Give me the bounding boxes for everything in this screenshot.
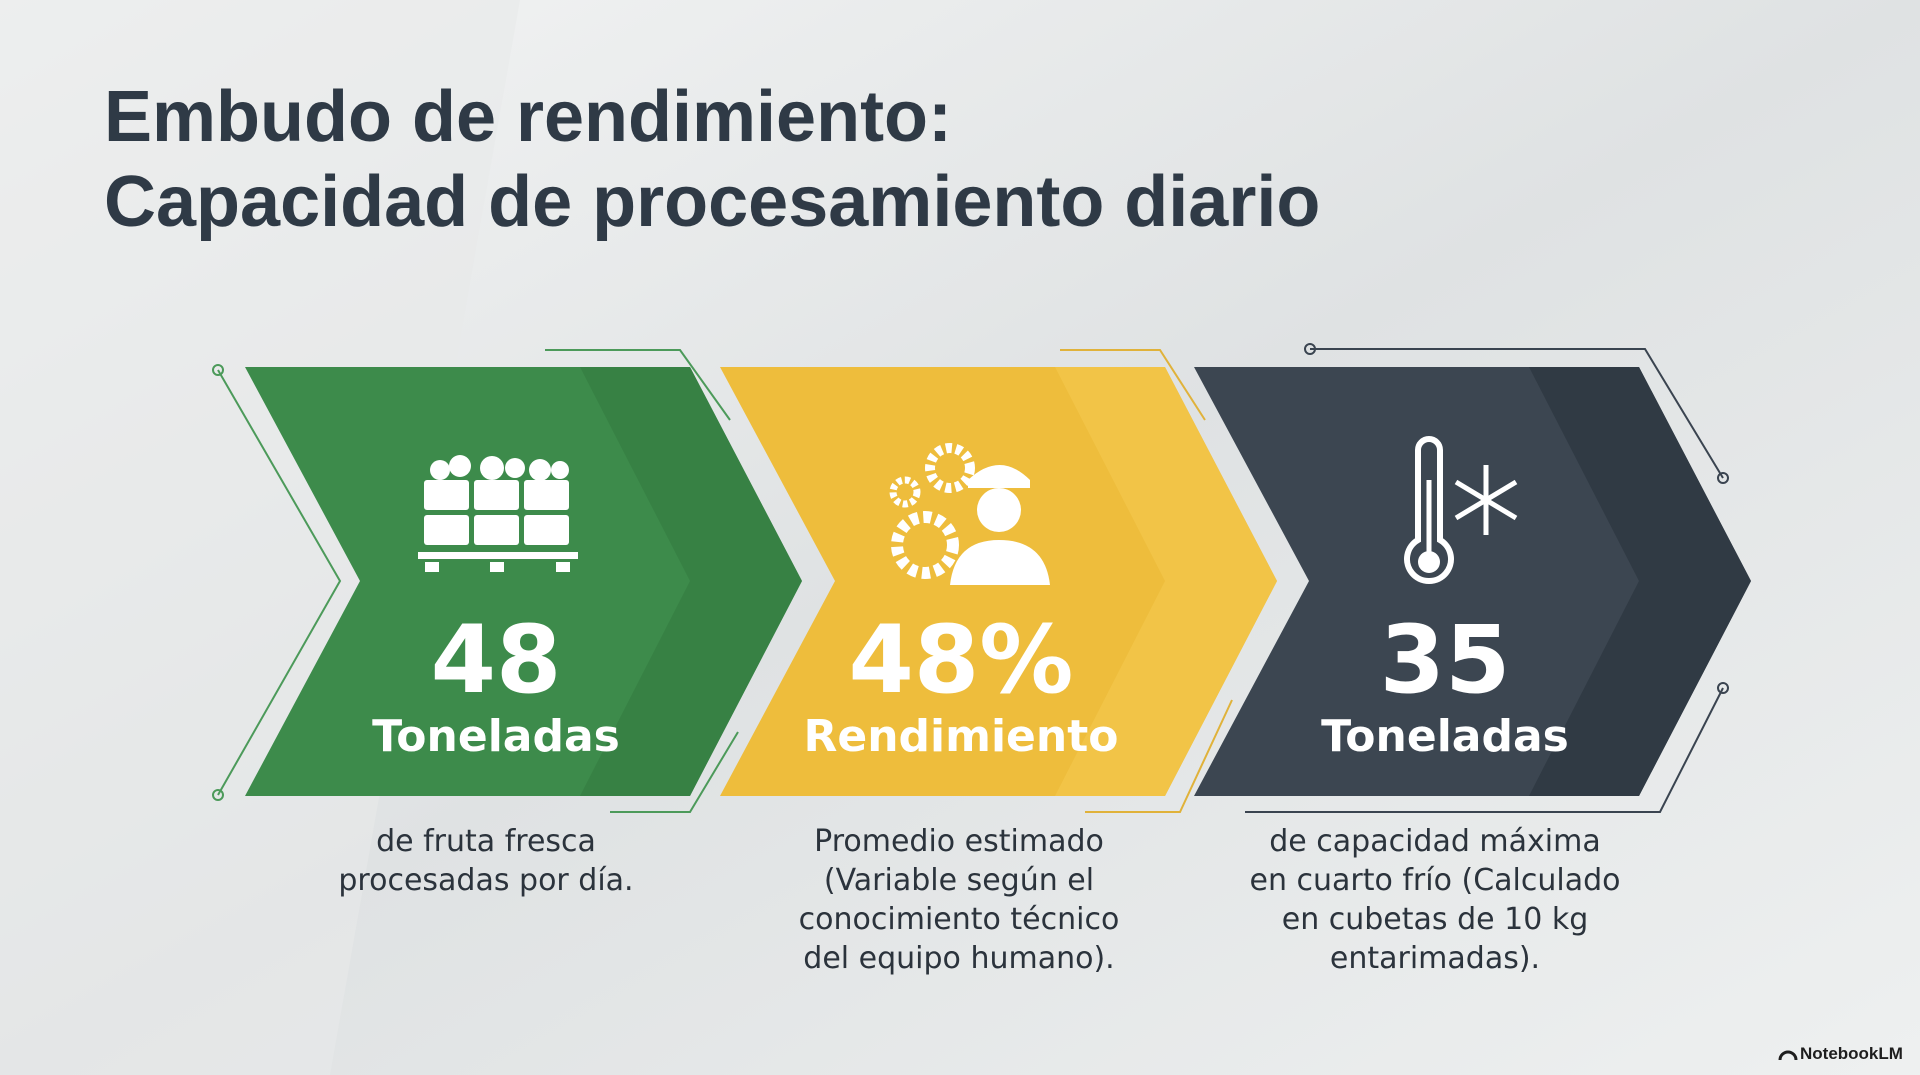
title-line: Capacidad de procesamiento diario — [104, 162, 1320, 242]
step-number: 48 — [431, 606, 562, 715]
chevron-green — [245, 367, 802, 796]
step-unit: Rendimiento — [804, 711, 1119, 762]
step-description: conocimiento técnico — [799, 902, 1120, 937]
step-description: del equipo humano). — [803, 941, 1114, 976]
brand: NotebookLM — [1800, 1044, 1903, 1063]
step-number: 48% — [849, 606, 1074, 715]
title-line: Embudo de rendimiento: — [104, 77, 952, 157]
decoration-lines — [212, 343, 1729, 813]
step-description: Promedio estimado — [814, 824, 1104, 859]
chevron-dark — [1194, 367, 1751, 796]
icon-worker-gears — [889, 443, 1050, 585]
step-description: (Variable según el — [824, 863, 1094, 898]
background-panel — [0, 0, 520, 1075]
icon-fruit-crates — [418, 455, 578, 572]
brand-logo — [1778, 1050, 1798, 1061]
step-description: entarimadas). — [1330, 941, 1540, 976]
icon-thermometer-snowflake — [1404, 436, 1518, 585]
step-unit: Toneladas — [372, 711, 620, 762]
step-unit: Toneladas — [1321, 711, 1569, 762]
step-description: de capacidad máxima — [1269, 824, 1600, 859]
step-description: en cubetas de 10 kg — [1282, 902, 1589, 937]
step-number: 35 — [1380, 606, 1511, 715]
step-description: procesadas por día. — [338, 863, 633, 898]
step-description: de fruta fresca — [376, 824, 596, 859]
step-description: en cuarto frío (Calculado — [1249, 863, 1620, 898]
